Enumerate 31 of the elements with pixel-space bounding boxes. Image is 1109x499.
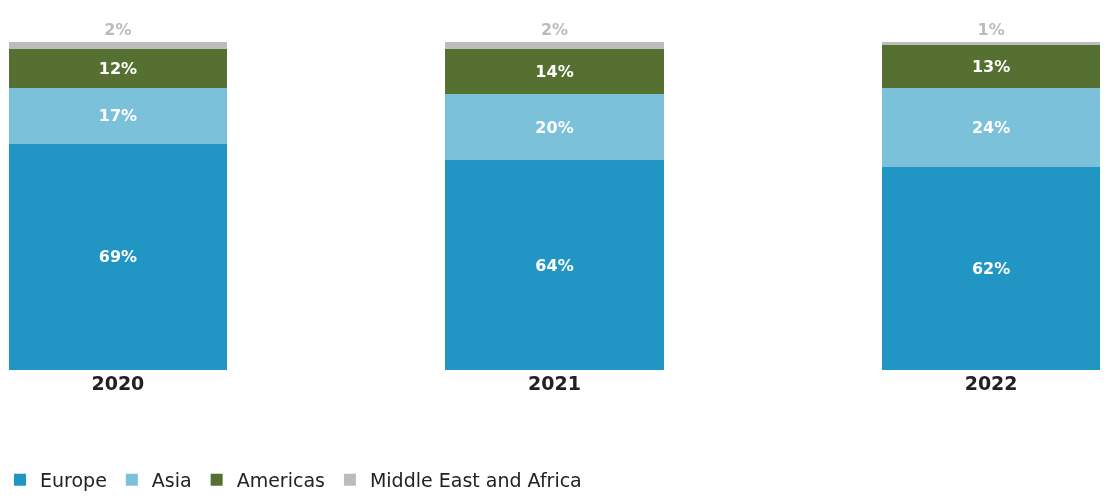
data-label: 17% xyxy=(98,106,138,126)
bar xyxy=(881,42,1101,46)
data-label: 69% xyxy=(98,247,138,267)
data-label: 14% xyxy=(535,62,574,82)
legend-label: Asia xyxy=(151,469,192,492)
legend-label: Americas xyxy=(236,469,325,492)
bar xyxy=(881,166,1101,370)
data-label: 2% xyxy=(104,20,132,39)
data-label: 62% xyxy=(971,258,1011,278)
bar xyxy=(8,87,228,144)
x-tick-label: 2020 xyxy=(91,372,145,394)
data-label: 20% xyxy=(535,117,574,137)
bar xyxy=(445,48,664,95)
x-tick-label: 2021 xyxy=(528,372,581,394)
data-label: 2% xyxy=(540,20,569,39)
bar xyxy=(8,143,228,370)
bar xyxy=(445,94,664,161)
bar xyxy=(445,42,664,49)
x-tick-label: 2022 xyxy=(964,372,1018,394)
data-label: 13% xyxy=(971,57,1011,77)
data-label: 24% xyxy=(971,117,1011,137)
legend-label: Europe xyxy=(40,469,107,492)
bar xyxy=(881,87,1101,167)
data-label: 12% xyxy=(98,58,138,78)
bar xyxy=(881,45,1101,88)
bar xyxy=(8,48,228,88)
data-label: 64% xyxy=(535,255,574,275)
legend-label: Middle East and Africa xyxy=(369,469,582,492)
bar xyxy=(445,160,664,370)
bar xyxy=(8,42,228,49)
data-label: 1% xyxy=(977,20,1005,39)
